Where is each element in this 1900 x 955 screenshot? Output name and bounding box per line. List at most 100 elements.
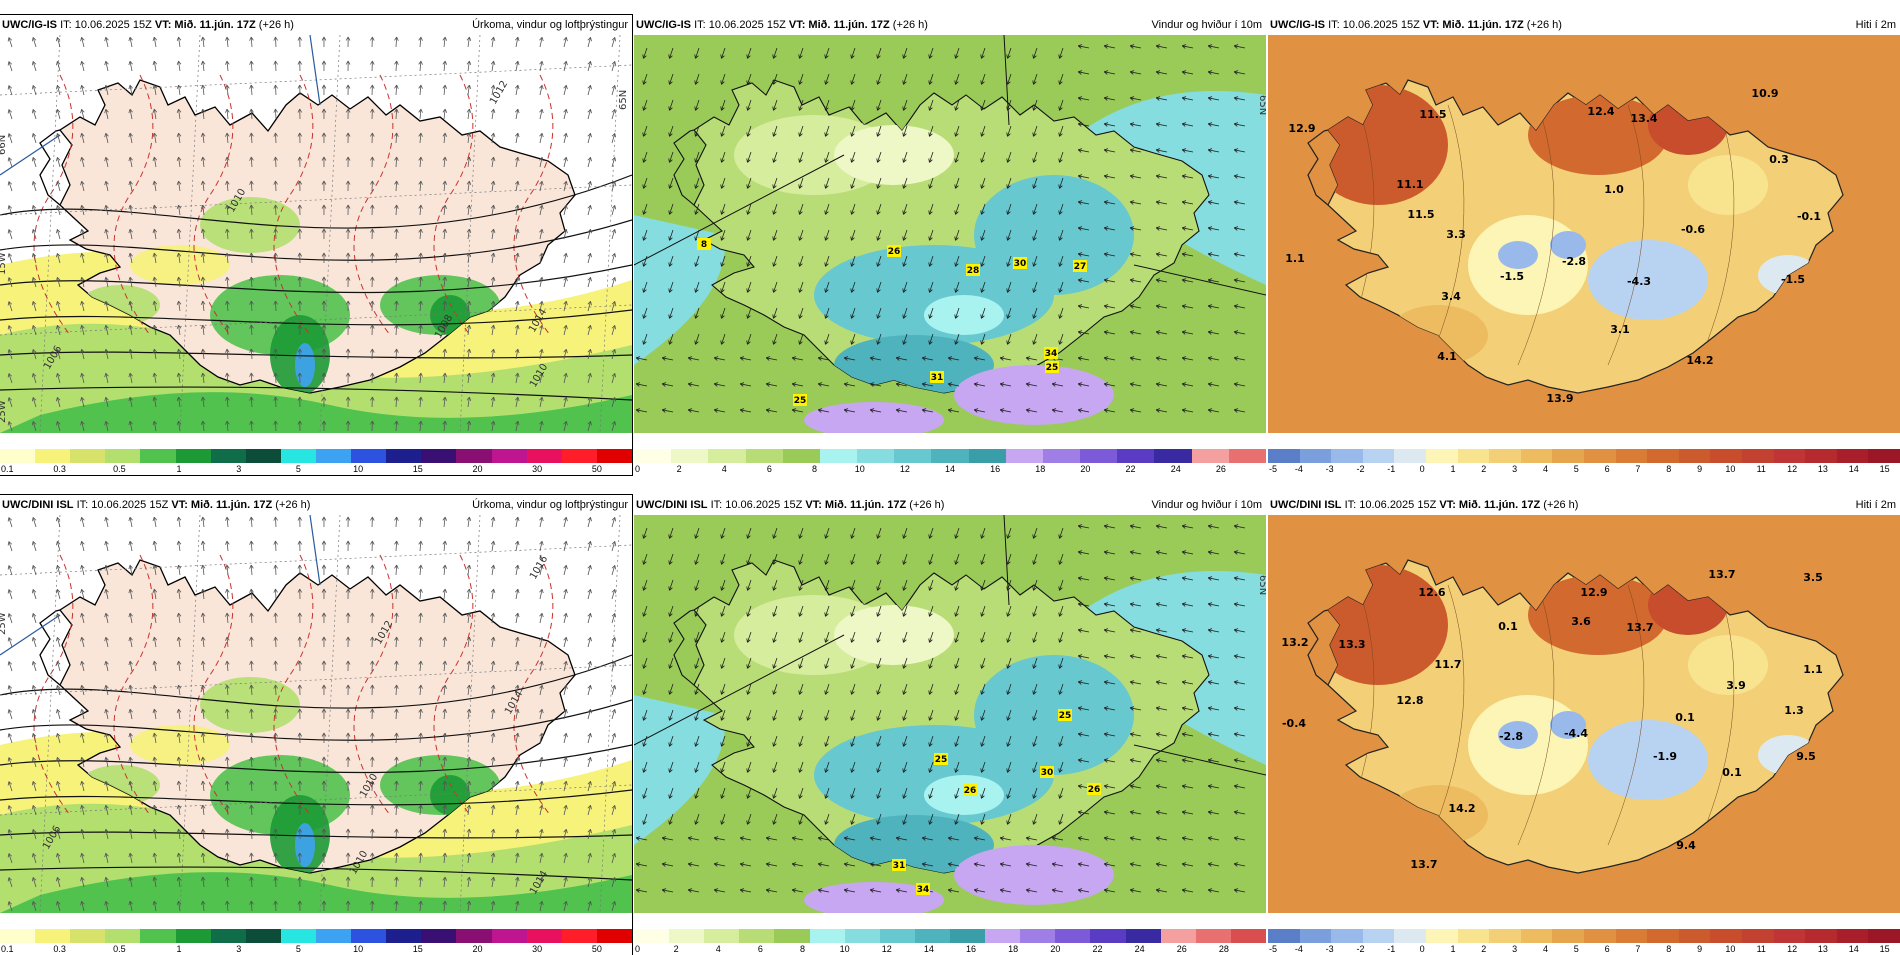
colorbar-swatch [1229,449,1267,463]
temperature-label: -4.3 [1627,275,1651,288]
colorbar-tick: -3 [1326,464,1334,474]
colorbar-swatch [1837,929,1869,943]
colorbar-swatch [1126,929,1162,943]
panel-title-left: UWC/DINI ISL IT: 10.06.2025 15Z VT: Mið.… [2,495,310,515]
colorbar-tick: 8 [800,944,805,954]
colorbar-swatch [421,929,457,943]
temperature-label: 13.7 [1708,568,1735,581]
temperature-label: 13.7 [1410,858,1437,871]
colorbar-swatch [1679,449,1711,463]
colorbar-tick: 26 [1216,464,1226,474]
colorbar-swatch [105,449,141,463]
temperature-label: 4.1 [1437,350,1457,363]
colorbar-swatch [880,929,916,943]
colorbar-tick: 8 [1666,464,1671,474]
gust-value: 25 [1046,363,1059,373]
gust-value: 25 [1059,711,1072,721]
colorbar-swatch [950,929,986,943]
colorbar-tick: -5 [1269,464,1277,474]
temperature-label: 12.4 [1587,105,1614,118]
colorbar-tick: 1 [1450,464,1455,474]
colorbar-swatch [1196,929,1232,943]
colorbar-tick: 11 [1757,464,1766,474]
colorbar-swatch [1774,929,1806,943]
temperature-label: -4.4 [1564,727,1588,740]
colorbar-swatch [176,929,212,943]
colorbar-swatch [783,449,821,463]
colorbar-swatch [1300,449,1332,463]
init-time: IT: 10.06.2025 15Z [711,499,803,511]
gust-marker: 27 [1073,260,1087,272]
colorbar-tick: 6 [1605,464,1610,474]
forecast-panel-wind: UWC/IG-IS IT: 10.06.2025 15Z VT: Mið. 11… [634,15,1266,475]
gust-value: 26 [888,247,901,257]
temperature-label: 3.6 [1571,615,1591,628]
grid-label: 65N [1257,95,1266,115]
colorbar-swatch [421,449,457,463]
colorbar-swatch [1426,929,1458,943]
field-name: Úrkoma, vindur og loftþrýstingur [472,15,628,35]
colorbar-swatch [1489,449,1521,463]
colorbar-swatch [1679,929,1711,943]
field-name: Vindur og hviður í 10m [1152,495,1262,515]
colorbar-tick: 12 [882,944,892,954]
temperature-label: 13.9 [1546,392,1573,405]
colorbar-swatch [1742,449,1774,463]
temperature-label: 13.2 [1281,636,1308,649]
colorbar-tick: 20 [472,944,482,954]
colorbar-swatch [176,449,212,463]
temperature-label: 12.8 [1396,694,1423,707]
temperature-label: 0.1 [1498,620,1518,633]
temperature-label: 12.9 [1288,122,1315,135]
colorbar-tick: 0.5 [113,464,126,474]
colorbar-tick: 10 [1725,464,1735,474]
colorbar-tick: 50 [592,944,602,954]
gust-value: 8 [701,240,707,250]
colorbar-tick: 1 [1450,944,1455,954]
colorbar-tick: 6 [758,944,763,954]
colorbar-tick: 15 [413,944,423,954]
colorbar-tick: 4 [1543,944,1548,954]
colorbar-tick: 18 [1035,464,1045,474]
colorbar-swatch [1020,929,1056,943]
colorbar-tick: 2 [674,944,679,954]
colorbar-swatch [1489,929,1521,943]
colorbar-tick: 3 [1512,464,1517,474]
lead-time: (+26 h) [259,19,294,31]
colorbar-swatch [527,929,563,943]
panel-header: UWC/IG-IS IT: 10.06.2025 15Z VT: Mið. 11… [1268,15,1900,35]
colorbar-tick: 15 [1880,944,1890,954]
grid-label: 65N [618,90,629,110]
colorbar-swatch [1117,449,1155,463]
colorbar-swatch [562,449,598,463]
gust-value: 34 [917,885,930,895]
colorbar-swatch [1055,929,1091,943]
colorbar-tick: 10 [855,464,865,474]
colorbar-tick: 0.1 [1,464,14,474]
model-name: UWC/DINI ISL [1270,499,1342,511]
model-name: UWC/IG-IS [636,19,691,31]
colorbar-swatch [1231,929,1267,943]
gust-marker: 28 [966,264,980,276]
lead-time: (+26 h) [1543,499,1578,511]
colorbar-swatch [316,929,352,943]
gust-value: 25 [794,396,807,406]
colorbar-swatch [386,929,422,943]
colorbar-swatch [1521,449,1553,463]
colorbar-swatch [1616,929,1648,943]
panel-header: UWC/DINI ISL IT: 10.06.2025 15Z VT: Mið.… [1268,495,1900,515]
